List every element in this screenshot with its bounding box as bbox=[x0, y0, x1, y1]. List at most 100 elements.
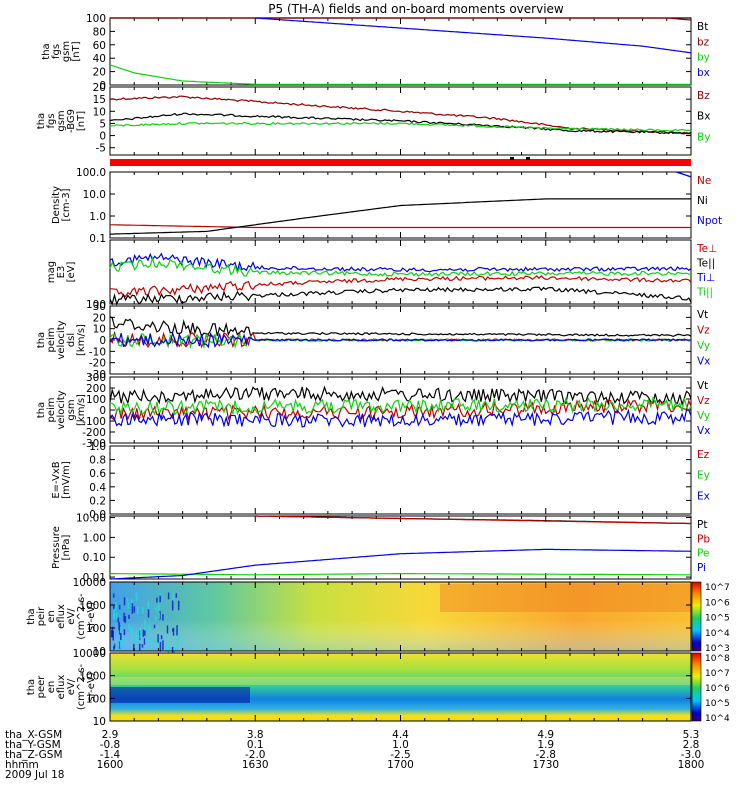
y-tick-label: 1000 bbox=[79, 671, 106, 683]
y-axis-label: [nT] bbox=[71, 41, 82, 61]
spectrogram-speckle bbox=[115, 602, 117, 612]
y-axis-label: peim bbox=[46, 397, 57, 422]
x-axis-value: 1.9 bbox=[537, 739, 554, 751]
y-tick-label: 100.0 bbox=[76, 167, 106, 179]
colorbar-label: 10^7 bbox=[705, 583, 730, 593]
y-axis-label: en bbox=[46, 681, 57, 694]
colorbar-label: 10^6 bbox=[705, 598, 730, 608]
spectrogram-speckle bbox=[155, 638, 157, 650]
panel-7: 1.0 0.80.6 0.40.2 0.0 E=-VxB [mV/m] Ez Ey Ex bbox=[51, 441, 710, 521]
spectrogram-speckle bbox=[147, 601, 150, 610]
x-axis-value: -2.8 bbox=[536, 749, 557, 761]
series-line-Bx bbox=[109, 112, 692, 135]
series-line-Pe bbox=[110, 572, 691, 576]
spectrogram-speckle bbox=[160, 635, 163, 640]
legend-Te||: Te|| bbox=[696, 258, 715, 270]
spectrogram-speckle bbox=[165, 643, 168, 647]
series-line-bz bbox=[110, 17, 692, 21]
legend-Vx: Vx bbox=[697, 356, 710, 368]
series-line-Vz bbox=[109, 398, 692, 422]
y-tick-label: 0 bbox=[99, 80, 106, 92]
colorbar-label: 10^4 bbox=[705, 714, 730, 724]
spectrogram-speckle bbox=[135, 592, 138, 601]
y-axis-label: tha bbox=[36, 113, 47, 129]
x-axis-value: 1630 bbox=[242, 759, 269, 771]
spectrogram-speckle bbox=[167, 592, 170, 600]
spectrogram-speckle bbox=[171, 646, 174, 658]
y-axis-label: [nPa] bbox=[61, 534, 72, 560]
y-axis-label: sr-eV) bbox=[86, 672, 97, 701]
legend-Ti||: Ti|| bbox=[696, 287, 713, 299]
y-axis-label: eflux bbox=[56, 675, 67, 700]
x-axis-value: 1.0 bbox=[392, 739, 409, 751]
spectrogram-speckle bbox=[133, 643, 135, 652]
y-axis-label: peer bbox=[36, 675, 47, 699]
series-line-Vy bbox=[109, 396, 692, 417]
spectrogram-speckle bbox=[120, 623, 122, 629]
spectrogram-speckle bbox=[128, 614, 130, 619]
y-axis-label: peir bbox=[36, 606, 47, 626]
y-tick-label: 40 bbox=[93, 53, 106, 65]
spectrogram-speckle bbox=[128, 624, 130, 631]
x-axis-date: 2009 Jul 18 bbox=[5, 769, 64, 781]
spectrogram-speckle bbox=[177, 638, 179, 648]
y-tick-label: 0.1 bbox=[89, 233, 106, 245]
y-tick-label: 1.0 bbox=[89, 211, 106, 223]
legend-bz: bz bbox=[697, 36, 710, 48]
legend-Ne: Ne bbox=[697, 175, 711, 187]
spectrogram-speckle bbox=[131, 603, 134, 614]
y-axis-label: eflux bbox=[56, 604, 67, 629]
x-axis-row-label: hhmm bbox=[5, 759, 39, 771]
panel-10: 10^8 10^7 10^6 10^5 10^4 10000 1000 100 10 tha pee… bbox=[26, 648, 730, 728]
y-tick-label: 10 bbox=[93, 646, 106, 658]
x-axis-row-label: tha_Z-GSM bbox=[5, 749, 63, 761]
x-axis-value: 2.8 bbox=[683, 739, 700, 751]
y-tick-label: -300 bbox=[82, 438, 106, 450]
spectrogram-speckle bbox=[154, 616, 157, 621]
y-tick-label: -200 bbox=[82, 427, 106, 439]
y-tick-label: 10.0 bbox=[83, 189, 106, 201]
y-axis-label: [cm-3] bbox=[61, 188, 72, 221]
y-tick-label: 20 bbox=[93, 67, 106, 79]
spectrogram-speckle bbox=[173, 644, 176, 656]
panel-4: 100 mag E3 [eV] Te⊥ Te|| Ti⊥ Ti|| bbox=[46, 239, 717, 311]
spectrogram-speckle bbox=[123, 612, 125, 622]
y-tick-label: 0.01 bbox=[83, 572, 106, 584]
legend-Vy: Vy bbox=[697, 410, 710, 422]
x-axis-value: 4.9 bbox=[537, 729, 554, 741]
y-axis-label: tha bbox=[36, 402, 47, 418]
spectrogram-speckle bbox=[127, 602, 130, 609]
series-line-Vt bbox=[109, 316, 692, 338]
series-line-Vy bbox=[109, 332, 692, 350]
spectrogram-speckle bbox=[147, 609, 150, 618]
y-axis-label: [km/s] bbox=[76, 394, 87, 426]
legend-Te⊥: Te⊥ bbox=[696, 243, 717, 255]
legend-Vz: Vz bbox=[697, 395, 710, 407]
colorbar-label: 10^5 bbox=[705, 614, 730, 624]
x-axis-value: 1700 bbox=[387, 759, 414, 771]
y-axis-label: (cm^2-s- bbox=[76, 593, 87, 640]
spectrogram-speckle bbox=[119, 640, 122, 648]
legend-Vz: Vz bbox=[697, 325, 710, 337]
spectrogram-speckle bbox=[153, 624, 156, 629]
spectrogram-speckle bbox=[113, 645, 115, 650]
panel-frame bbox=[109, 515, 692, 580]
y-axis-label: [nT] bbox=[76, 111, 87, 131]
series-line-Vt bbox=[109, 385, 692, 407]
legend-bx: bx bbox=[697, 67, 710, 79]
series-line-Npot bbox=[675, 171, 692, 178]
spectrogram-speckle bbox=[130, 626, 132, 632]
spectrogram-speckle bbox=[116, 637, 119, 647]
spectrogram-speckle bbox=[124, 616, 127, 624]
spectrogram-speckle bbox=[162, 640, 164, 650]
y-tick-label: 100 bbox=[86, 13, 106, 25]
spectrogram-speckle bbox=[166, 625, 169, 634]
spectrogram-speckle bbox=[110, 629, 113, 638]
panel-8: 10.00 1.00 0.10 0.01 Pressure [nPa] Pt Pb Pe Pi bbox=[51, 513, 710, 585]
y-tick-label: 100 bbox=[86, 299, 106, 311]
y-axis-label: mag bbox=[46, 261, 57, 283]
